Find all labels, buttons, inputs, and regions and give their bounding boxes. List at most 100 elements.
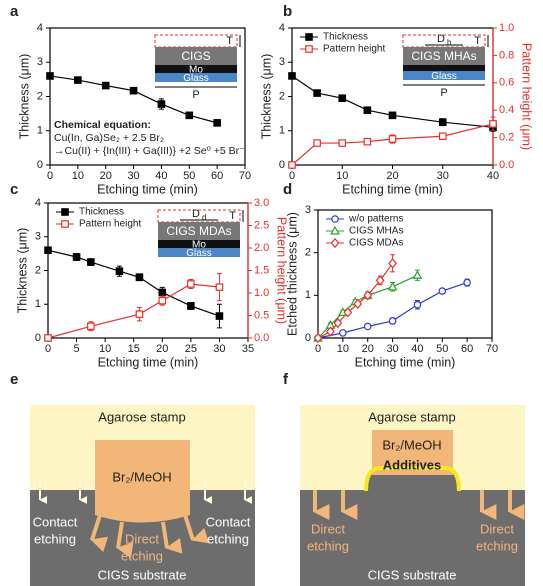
x-axis-label: Etching time (min) — [342, 182, 443, 196]
marker — [46, 72, 54, 80]
additives-label: Additives — [383, 457, 442, 472]
annotation: →Cu(II) + {In(III) + Ga(III)} +2 Se⁰ +5 … — [54, 145, 245, 157]
inset-layer — [158, 240, 240, 248]
substrate — [300, 470, 525, 586]
inset-layer — [155, 73, 237, 82]
x-tick-label: 10 — [72, 170, 84, 182]
marker — [388, 111, 397, 120]
direct-label: Direct — [311, 521, 345, 536]
marker — [44, 246, 52, 255]
inset-label: CIGS — [181, 49, 210, 63]
x-tick-label: 30 — [437, 170, 449, 182]
marker — [313, 89, 321, 97]
x-tick-label: 30 — [127, 170, 139, 182]
y2-tick-label: 0.2 — [499, 132, 514, 144]
y-tick-label: 0 — [35, 332, 41, 344]
inset-layer — [403, 71, 485, 80]
legend-marker — [305, 45, 313, 53]
x-tick-label: 40 — [487, 170, 499, 182]
x-tick-label: 20 — [100, 170, 112, 182]
x-tick-label: 40 — [155, 170, 167, 182]
legend-label: Pattern height — [79, 219, 141, 230]
y-axis-label: Thickness (μm) — [259, 54, 273, 140]
x-tick-label: 10 — [336, 170, 348, 182]
inset-pattern — [154, 34, 238, 48]
diagram-e: e Agarose stamp Br₂/MeOH Contact etching… — [10, 371, 255, 586]
marker — [187, 280, 195, 288]
direct-label: etching — [121, 548, 163, 563]
inset-label: Glass — [186, 248, 212, 259]
solution-label: Br₂/MeOH — [112, 469, 171, 484]
x-axis-label: Etching time (min) — [97, 182, 198, 196]
inset-label: d — [202, 213, 206, 222]
y-tick-label: 3 — [35, 231, 41, 243]
y-tick-label: 4 — [279, 22, 285, 34]
plot-frame — [317, 209, 493, 339]
arrow — [116, 521, 134, 559]
legend-marker — [330, 225, 340, 235]
x-tick-label: 0 — [289, 170, 295, 182]
x-tick-label: 50 — [183, 170, 195, 182]
y-tick-label: 1 — [279, 125, 285, 137]
marker — [363, 137, 372, 146]
y-tick-label: 1 — [305, 289, 311, 301]
x-tick-label: 0 — [45, 343, 51, 355]
direct-label: Direct — [480, 521, 514, 536]
x-tick-label: 20 — [362, 343, 374, 355]
legend-marker — [61, 220, 69, 228]
inset-label: D — [437, 33, 445, 45]
y2-tick-label: 1.5 — [254, 264, 269, 276]
marker — [129, 86, 138, 95]
panel-label: e — [10, 371, 18, 388]
marker — [388, 258, 397, 269]
marker — [158, 288, 167, 297]
y-tick-label: 0 — [37, 159, 43, 171]
inset-layer — [155, 65, 237, 73]
marker — [363, 290, 373, 301]
y-axis-label: Thickness (μm) — [17, 54, 31, 140]
inset-label: D — [192, 208, 200, 220]
inset-layer — [403, 47, 485, 65]
marker — [158, 296, 167, 305]
marker — [74, 76, 82, 84]
panel-label: d — [283, 181, 292, 198]
x-tick-label: 0 — [315, 343, 321, 355]
marker — [363, 322, 372, 331]
legend-label: Thickness — [79, 207, 124, 218]
y-tick-label: 3 — [37, 56, 43, 68]
stamp-label: Agarose stamp — [98, 409, 185, 424]
y2-tick-label: 3.0 — [254, 197, 269, 209]
x-tick-label: 20 — [386, 170, 398, 182]
y2-tick-label: 2.0 — [254, 242, 269, 254]
inset-label: CIGS MDAs — [166, 224, 231, 238]
x-tick-label: 10 — [99, 343, 111, 355]
marker — [157, 100, 166, 108]
marker — [438, 287, 447, 295]
arrow — [161, 521, 183, 554]
y-tick-label: 1 — [37, 125, 43, 137]
y-tick-label: 3 — [305, 204, 311, 216]
inset-layer — [158, 248, 240, 257]
y-axis-label: Thickness (μm) — [15, 228, 29, 314]
x-tick-label: 25 — [185, 343, 197, 355]
marker — [288, 72, 296, 80]
y2-tick-label: 1.0 — [499, 22, 514, 34]
marker — [413, 300, 422, 309]
x-tick-label: 20 — [156, 343, 168, 355]
legend-marker — [305, 33, 313, 41]
y2-tick-label: 0.5 — [254, 309, 269, 321]
line — [291, 123, 494, 166]
marker — [313, 139, 321, 147]
inset-layer — [403, 65, 485, 71]
y2-axis-label: Pattern height (μm) — [275, 217, 289, 324]
solution-label: Br₂/MeOH — [382, 437, 441, 452]
panel-label: b — [283, 3, 292, 20]
marker — [215, 312, 224, 320]
inset-label: Mo — [192, 240, 206, 251]
marker — [438, 118, 447, 126]
marker — [101, 81, 110, 90]
annotation: Cu(In, Ga)Se₂ + 2.5 Br₂ — [54, 132, 164, 144]
marker — [72, 253, 81, 261]
y-tick-label: 2 — [35, 264, 41, 276]
